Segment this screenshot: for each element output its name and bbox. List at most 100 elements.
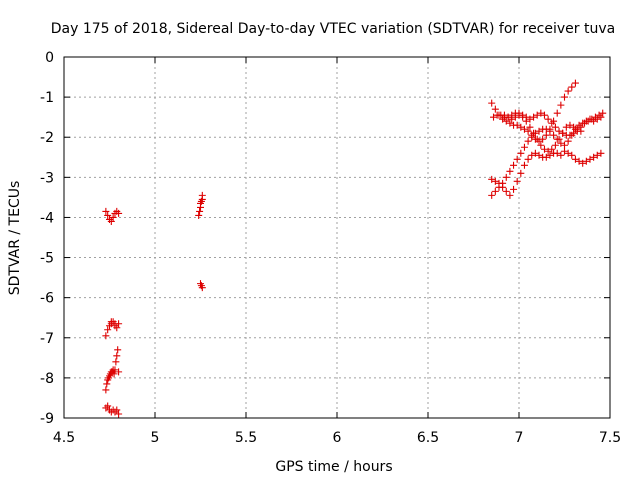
data-point <box>562 123 570 131</box>
data-point <box>500 111 508 119</box>
data-point <box>544 147 552 155</box>
data-point <box>593 115 601 123</box>
x-tick-labels: 4.5 5 5.5 6 6.5 7 7.5 <box>53 430 621 446</box>
data-point <box>490 113 498 121</box>
data-point <box>597 149 605 157</box>
data-point <box>107 217 115 225</box>
x-tick-label: 6.5 <box>417 430 439 446</box>
data-point <box>195 211 203 219</box>
data-point <box>557 139 565 147</box>
data-point <box>524 155 532 163</box>
data-point <box>548 145 556 153</box>
data-point <box>590 117 598 125</box>
data-point <box>524 127 532 135</box>
data-point <box>579 119 587 127</box>
data-point <box>573 125 581 133</box>
data-point <box>103 380 111 388</box>
data-point <box>524 137 532 145</box>
data-point <box>533 135 541 143</box>
data-point <box>526 123 534 131</box>
data-point <box>557 151 565 159</box>
series-cluster-4.8h-mid <box>102 318 123 340</box>
y-tick-label: -7 <box>40 331 54 347</box>
data-point <box>553 109 561 117</box>
data-point <box>542 131 550 139</box>
data-point <box>575 157 583 165</box>
data-points <box>102 79 607 418</box>
data-point <box>506 191 514 199</box>
data-point <box>553 149 561 157</box>
data-point <box>517 123 525 131</box>
data-point <box>575 121 583 129</box>
data-point <box>104 326 112 334</box>
x-tick-label: 7.5 <box>599 430 621 446</box>
y-axis-label: SDTVAR / TECUs <box>7 181 23 296</box>
data-point <box>528 151 536 159</box>
data-point <box>571 79 579 87</box>
data-point <box>555 127 563 135</box>
data-point <box>502 173 510 181</box>
data-point <box>102 386 110 394</box>
data-point <box>510 161 518 169</box>
data-point <box>564 137 572 145</box>
data-point <box>561 93 568 101</box>
series-cluster-4.8h-upper <box>102 207 123 225</box>
data-point <box>517 169 525 177</box>
data-point <box>109 213 117 221</box>
data-point <box>488 99 496 107</box>
x-tick-label: 7 <box>515 430 524 446</box>
data-point <box>506 167 514 175</box>
data-point <box>502 187 510 195</box>
y-tick-label: -6 <box>40 291 54 307</box>
data-point <box>499 179 507 187</box>
data-point <box>570 123 578 131</box>
data-point <box>555 135 563 143</box>
series-cluster-4.8h-lower <box>102 346 123 394</box>
data-point <box>535 127 543 135</box>
data-point <box>519 113 527 121</box>
data-point <box>582 117 590 125</box>
x-tick-label: 5.5 <box>235 430 257 446</box>
y-tick-label: -4 <box>40 210 54 226</box>
data-point <box>517 149 525 157</box>
y-tick-label: -9 <box>40 411 54 427</box>
series-cluster-4.8h-bottom <box>102 402 123 418</box>
x-tick-label: 6 <box>333 430 342 446</box>
data-point <box>551 141 559 149</box>
data-point <box>526 115 534 123</box>
y-tick-label: -8 <box>40 371 54 387</box>
data-point <box>114 346 122 354</box>
data-point <box>112 358 120 366</box>
data-point <box>111 320 119 328</box>
data-point <box>104 402 112 410</box>
data-point <box>546 151 554 159</box>
data-point <box>515 111 523 119</box>
chart-title: Day 175 of 2018, Sidereal Day-to-day VTE… <box>51 21 615 37</box>
data-point <box>504 113 512 121</box>
data-point <box>571 155 579 163</box>
data-point <box>198 191 206 199</box>
data-point <box>542 125 550 133</box>
data-point <box>495 183 503 191</box>
data-point <box>111 366 119 374</box>
data-point <box>537 109 545 117</box>
series-track-b <box>490 109 607 139</box>
data-point <box>564 87 572 95</box>
y-tick-labels: 0 -1 -2 -3 -4 -5 -6 -7 -8 -9 <box>40 50 54 427</box>
data-point <box>544 115 552 123</box>
data-point <box>597 113 605 121</box>
data-point <box>528 133 536 141</box>
data-point <box>561 147 568 155</box>
data-point <box>110 370 118 378</box>
data-point <box>113 352 121 360</box>
grid-lines <box>64 57 610 418</box>
data-point <box>537 141 545 149</box>
data-point <box>548 119 556 127</box>
data-point <box>568 151 576 159</box>
data-point <box>513 177 521 185</box>
data-point <box>198 284 206 292</box>
data-point <box>533 111 541 119</box>
data-point <box>491 177 499 185</box>
data-point <box>520 143 528 151</box>
